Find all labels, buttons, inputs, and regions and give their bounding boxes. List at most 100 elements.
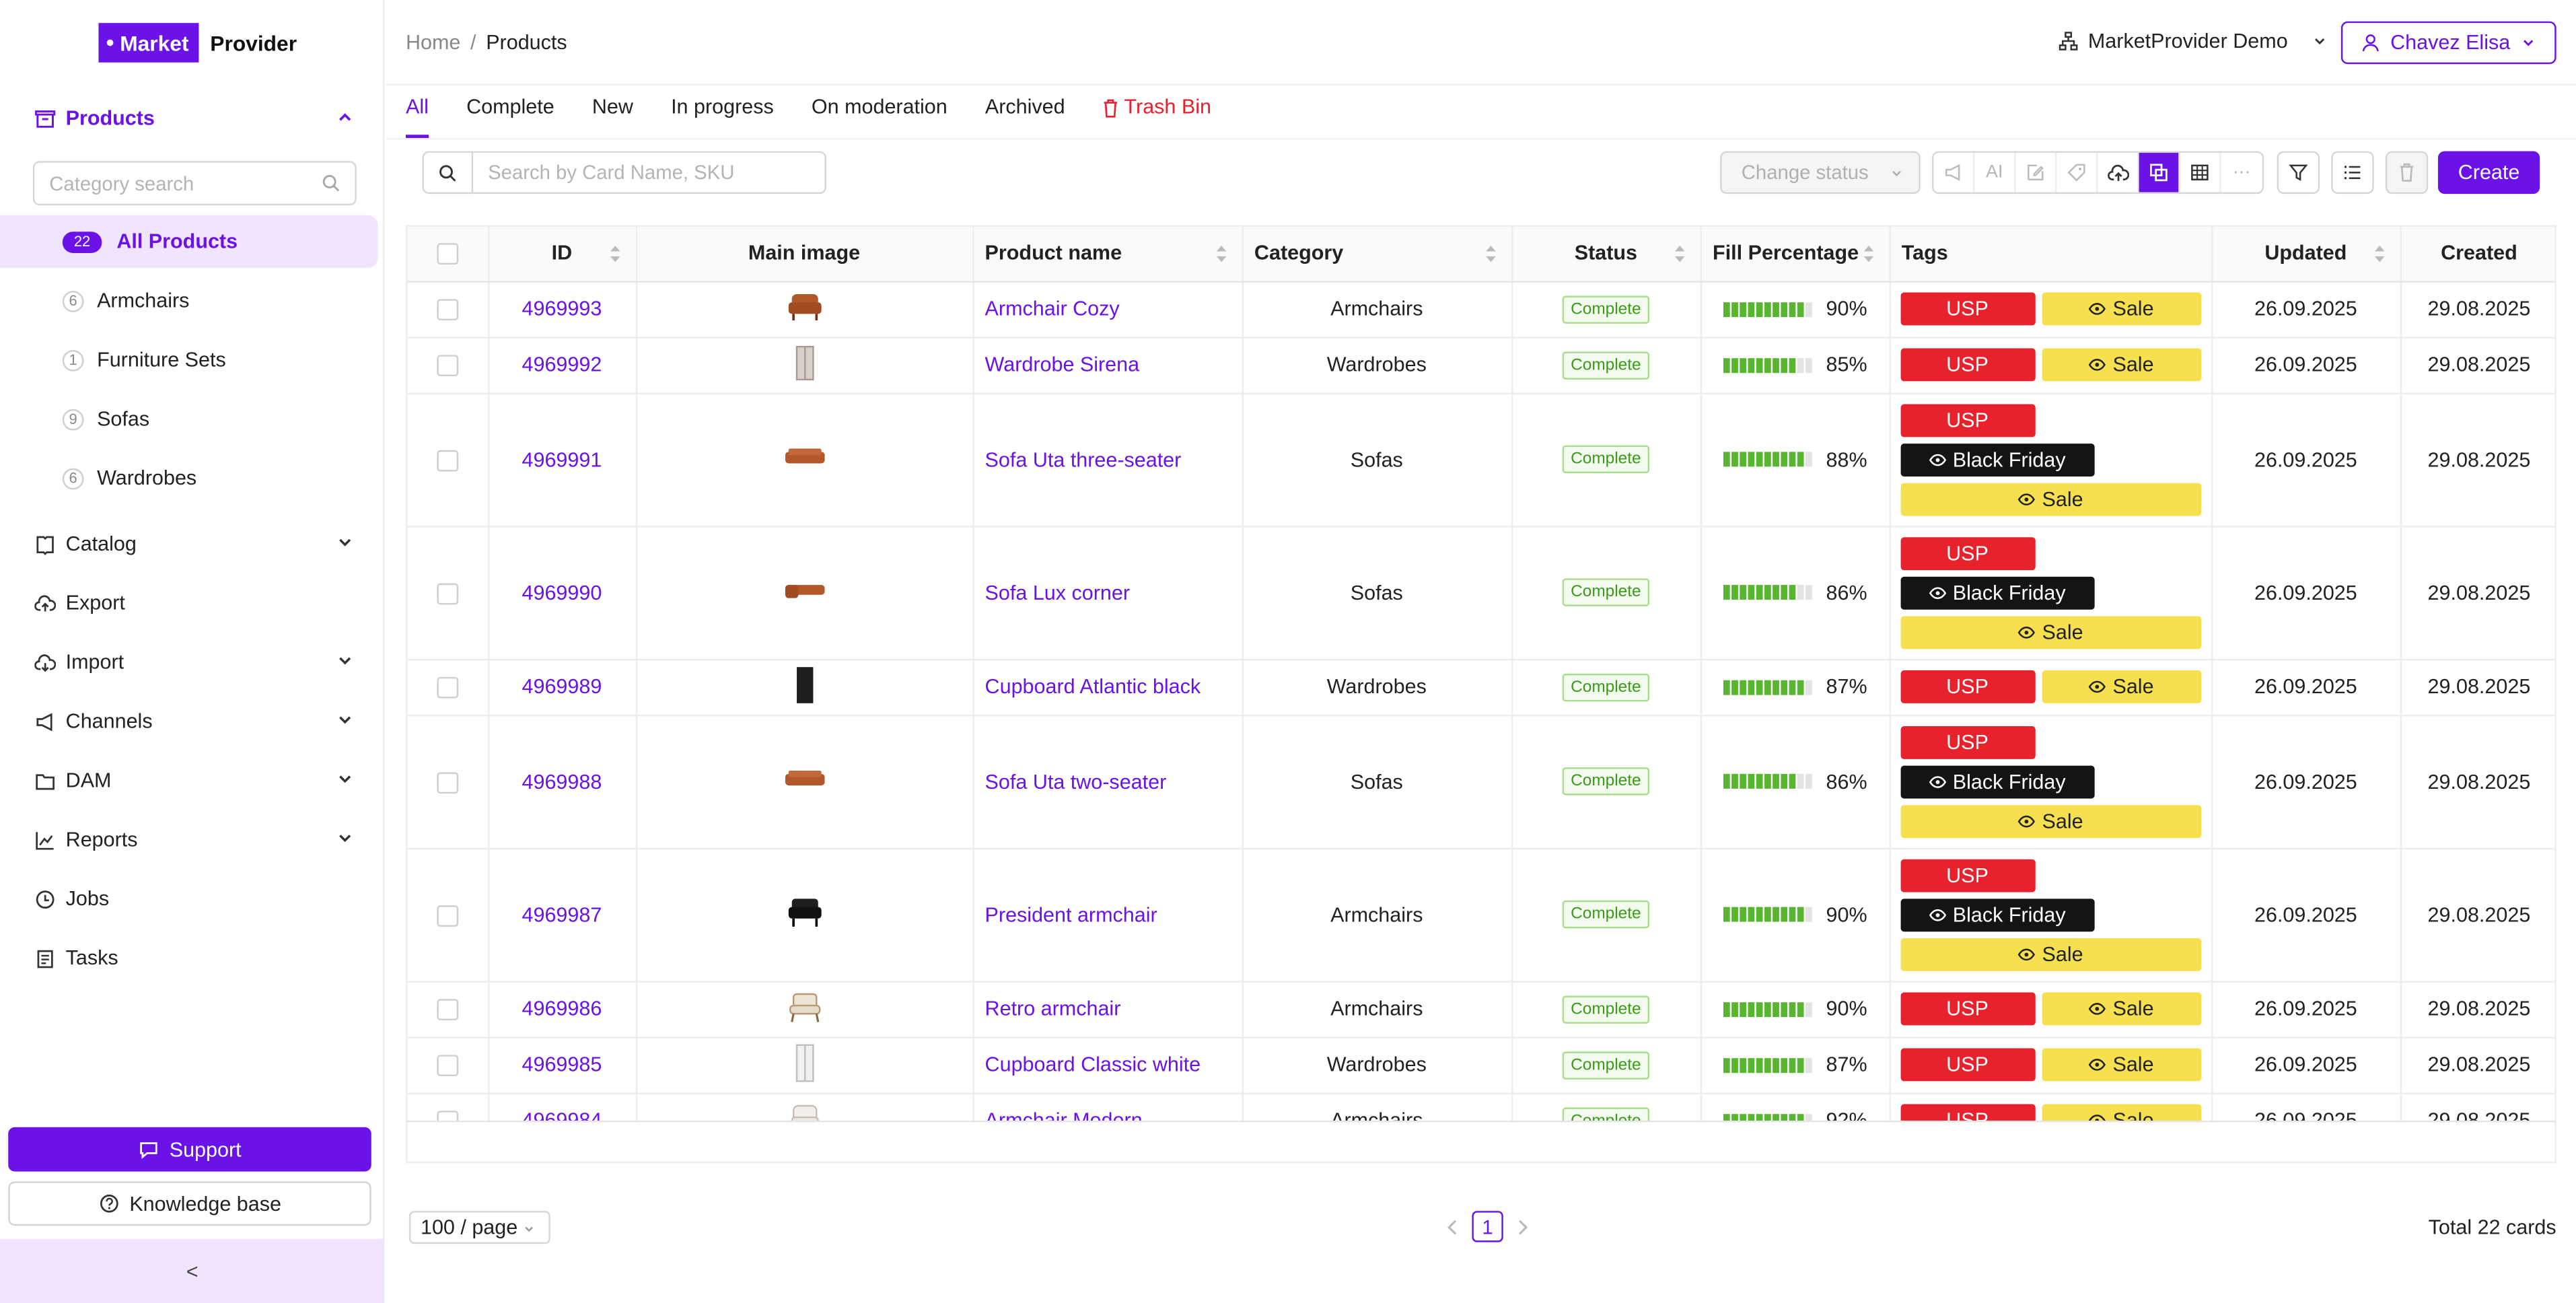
- product-thumbnail[interactable]: [786, 1102, 822, 1121]
- product-name-link[interactable]: Armchair Modern: [985, 1109, 1143, 1121]
- tab-new[interactable]: New: [592, 95, 633, 118]
- product-name-link[interactable]: President armchair: [985, 903, 1157, 926]
- category-item-armchairs[interactable]: 6 Armchairs: [0, 275, 378, 327]
- product-id-link[interactable]: 4969988: [522, 769, 602, 793]
- tab-on-moderation[interactable]: On moderation: [811, 95, 947, 118]
- product-thumbnail[interactable]: [783, 769, 825, 794]
- tag-button[interactable]: [2057, 153, 2098, 192]
- table-row[interactable]: 4969993 Armchair Cozy Armchairs Complete 90%…: [407, 281, 2555, 338]
- column-header-category[interactable]: Category: [1242, 226, 1513, 282]
- tab-in-progress[interactable]: In progress: [671, 95, 774, 118]
- product-thumbnail[interactable]: [786, 290, 822, 328]
- row-checkbox[interactable]: [436, 905, 458, 926]
- select-all-checkbox[interactable]: [436, 244, 458, 265]
- product-name-link[interactable]: Sofa Uta three-seater: [985, 448, 1182, 471]
- column-header-product-name[interactable]: Product name: [972, 226, 1243, 282]
- row-checkbox[interactable]: [436, 299, 458, 321]
- user-menu-button[interactable]: Chavez Elisa: [2340, 21, 2556, 65]
- sidebar-item-dam[interactable]: DAM: [33, 763, 358, 799]
- table-row[interactable]: 4969990 Sofa Lux corner Sofas Complete 86% US…: [407, 526, 2555, 660]
- product-id-link[interactable]: 4969985: [522, 1053, 602, 1077]
- logo[interactable]: Market Provider: [98, 23, 297, 63]
- row-checkbox[interactable]: [436, 1055, 458, 1077]
- column-settings-button[interactable]: [2331, 151, 2374, 195]
- create-button[interactable]: Create: [2437, 151, 2540, 195]
- change-status-select[interactable]: Change status: [1720, 151, 1921, 195]
- cloud-upload-button[interactable]: [2098, 153, 2139, 192]
- table-row[interactable]: 4969988 Sofa Uta two-seater Sofas Complete 8…: [407, 714, 2555, 849]
- product-thumbnail[interactable]: [783, 447, 825, 472]
- tab-trash-bin[interactable]: Trash Bin: [1103, 96, 1211, 138]
- column-header-id[interactable]: ID: [488, 226, 637, 282]
- sidebar-item-import[interactable]: Import: [33, 644, 358, 680]
- page-size-select[interactable]: 100 / page: [408, 1211, 550, 1244]
- product-name-link[interactable]: Cupboard Atlantic black: [985, 675, 1201, 699]
- row-checkbox[interactable]: [436, 355, 458, 377]
- row-checkbox[interactable]: [436, 999, 458, 1021]
- row-checkbox[interactable]: [436, 449, 458, 471]
- search-button[interactable]: [422, 151, 474, 195]
- category-item-sofas[interactable]: 9 Sofas: [0, 392, 378, 445]
- product-id-link[interactable]: 4969989: [522, 675, 602, 699]
- card-view-toggle[interactable]: [2139, 153, 2180, 192]
- tab-archived[interactable]: Archived: [985, 95, 1065, 118]
- product-id-link[interactable]: 4969984: [522, 1109, 602, 1121]
- megaphone-button[interactable]: [1933, 153, 1975, 192]
- tab-complete[interactable]: Complete: [466, 95, 554, 118]
- column-header-status[interactable]: Status: [1511, 226, 1701, 282]
- column-header-fill-percentage[interactable]: Fill Percentage: [1700, 226, 1890, 282]
- sidebar-item-jobs[interactable]: Jobs: [33, 881, 358, 917]
- filter-button[interactable]: [2277, 151, 2320, 195]
- product-thumbnail[interactable]: [793, 344, 816, 385]
- sidebar-item-products[interactable]: Products: [33, 100, 358, 137]
- table-row[interactable]: 4969984 Armchair Modern Armchairs Complete 9…: [407, 1092, 2555, 1121]
- product-thumbnail[interactable]: [786, 896, 822, 934]
- category-item-furniture-sets[interactable]: 1 Furniture Sets: [0, 334, 378, 386]
- product-name-link[interactable]: Sofa Uta two-seater: [985, 769, 1167, 793]
- chevron-left-icon[interactable]: [1445, 1218, 1459, 1234]
- product-id-link[interactable]: 4969992: [522, 353, 602, 377]
- product-id-link[interactable]: 4969991: [522, 448, 602, 471]
- product-name-link[interactable]: Cupboard Classic white: [985, 1053, 1201, 1077]
- more-actions-button[interactable]: ···: [2232, 162, 2251, 182]
- product-name-link[interactable]: Armchair Cozy: [985, 297, 1120, 321]
- tab-all[interactable]: All: [406, 96, 429, 139]
- page-number[interactable]: 1: [1472, 1211, 1503, 1242]
- table-row[interactable]: 4969985 Cupboard Classic white Wardrobes Co…: [407, 1036, 2555, 1094]
- delete-button[interactable]: [2385, 151, 2429, 195]
- knowledge-base-button[interactable]: Knowledge base: [8, 1181, 371, 1226]
- product-thumbnail[interactable]: [793, 665, 816, 709]
- row-checkbox[interactable]: [436, 771, 458, 794]
- table-row[interactable]: 4969987 President armchair Armchairs Comple…: [407, 847, 2555, 982]
- product-thumbnail[interactable]: [793, 1043, 816, 1087]
- sidebar-item-channels[interactable]: Channels: [33, 703, 358, 740]
- search-input[interactable]: Search by Card Name, SKU: [473, 151, 826, 195]
- chevron-right-icon[interactable]: [1516, 1218, 1530, 1234]
- support-button[interactable]: Support: [8, 1127, 371, 1172]
- product-thumbnail[interactable]: [786, 990, 822, 1028]
- row-checkbox[interactable]: [436, 1111, 458, 1121]
- product-name-link[interactable]: Retro armchair: [985, 997, 1121, 1021]
- sidebar-item-reports[interactable]: Reports: [33, 822, 358, 858]
- category-search-input[interactable]: Category search: [32, 161, 357, 206]
- table-view-toggle[interactable]: [2180, 153, 2221, 192]
- ai-button[interactable]: AI: [1974, 153, 2016, 192]
- product-id-link[interactable]: 4969986: [522, 997, 602, 1021]
- category-item-wardrobes[interactable]: 6 Wardrobes: [0, 452, 378, 504]
- column-header-created[interactable]: Created: [2400, 226, 2555, 282]
- product-id-link[interactable]: 4969987: [522, 903, 602, 926]
- sidebar-item-tasks[interactable]: Tasks: [33, 940, 358, 976]
- row-checkbox[interactable]: [436, 677, 458, 699]
- row-checkbox[interactable]: [436, 582, 458, 604]
- table-row[interactable]: 4969991 Sofa Uta three-seater Sofas Complet…: [407, 392, 2555, 527]
- sidebar-item-export[interactable]: Export: [33, 585, 358, 621]
- table-row[interactable]: 4969992 Wardrobe Sirena Wardrobes Complete 8…: [407, 337, 2555, 394]
- product-name-link[interactable]: Sofa Lux corner: [985, 580, 1131, 604]
- table-row[interactable]: 4969989 Cupboard Atlantic black Wardrobes C…: [407, 658, 2555, 716]
- sidebar-item-catalog[interactable]: Catalog: [33, 526, 358, 562]
- product-id-link[interactable]: 4969990: [522, 580, 602, 604]
- product-thumbnail[interactable]: [783, 580, 825, 605]
- column-header-updated[interactable]: Updated: [2211, 226, 2401, 282]
- edit-button[interactable]: [2015, 153, 2057, 192]
- product-name-link[interactable]: Wardrobe Sirena: [985, 353, 1140, 377]
